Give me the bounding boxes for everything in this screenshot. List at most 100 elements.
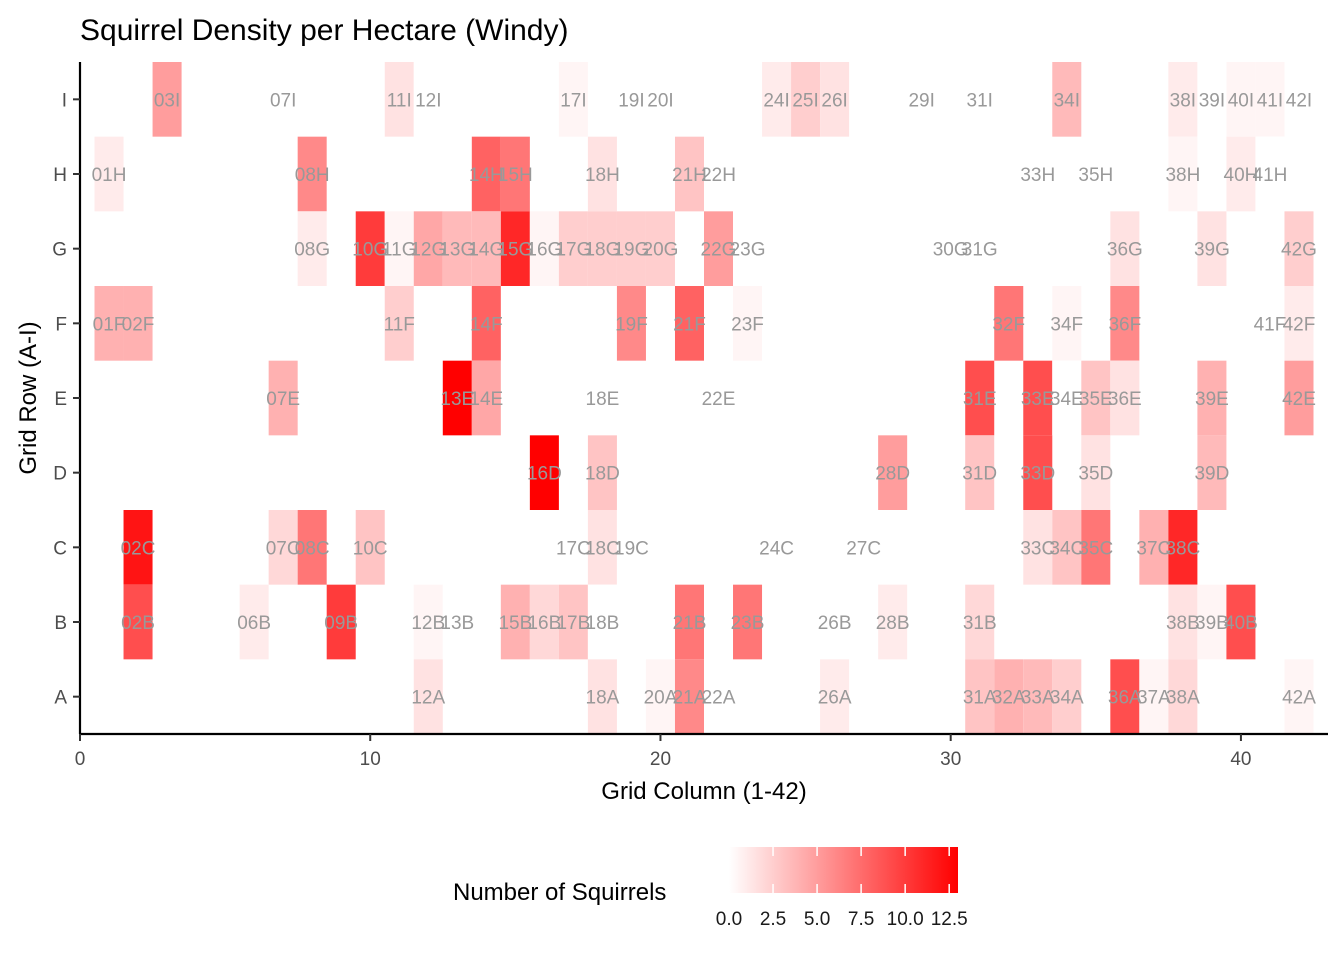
cell-label-33E: 33E (1021, 389, 1055, 410)
heatmap-cell-39I (1197, 62, 1227, 137)
y-tick-label-F: F (55, 314, 67, 335)
heatmap-cell-21B (674, 584, 704, 660)
cell-label-09B: 09B (324, 613, 358, 634)
y-tick-label-G: G (52, 240, 67, 261)
heatmap-cell-18D (587, 435, 617, 510)
heatmap-cell-02B (123, 584, 153, 660)
heatmap-cell-22H (704, 136, 734, 212)
cell-label-19I: 19I (618, 90, 644, 111)
cell-label-15H: 15H (498, 165, 533, 186)
cell-label-10C: 10C (353, 538, 388, 559)
cell-label-21A: 21A (673, 688, 707, 709)
cell-label-06B: 06B (237, 613, 271, 634)
heatmap-cell-11G (384, 211, 414, 286)
cell-label-13E: 13E (440, 389, 474, 410)
cell-label-40H: 40H (1224, 165, 1259, 186)
legend-tick-label: 0.0 (716, 909, 742, 930)
cell-label-31G: 31G (962, 240, 998, 261)
cell-label-19C: 19C (614, 538, 649, 559)
heatmap-cell-09B (326, 584, 356, 660)
y-tick-label-D: D (53, 464, 67, 485)
heatmap-cell-07I (268, 62, 298, 137)
heatmap-cell-12A (413, 659, 443, 734)
y-tick-label-C: C (53, 538, 67, 559)
cell-label-17G: 17G (555, 240, 591, 261)
heatmap-cell-36F (1110, 286, 1140, 361)
heatmap-cell-17B (558, 584, 588, 660)
heatmap-cell-17G (558, 211, 588, 286)
cell-label-35D: 35D (1078, 464, 1113, 485)
cell-label-26B: 26B (818, 613, 852, 634)
cell-label-38B: 38B (1166, 613, 1200, 634)
cell-label-41H: 41H (1253, 165, 1288, 186)
heatmap-cell-40B (1226, 584, 1256, 660)
cell-label-02F: 02F (122, 314, 155, 335)
x-axis-title: Grid Column (1-42) (601, 778, 806, 805)
cell-label-35E: 35E (1079, 389, 1113, 410)
cell-label-12G: 12G (410, 240, 446, 261)
cell-label-38A: 38A (1166, 688, 1200, 709)
cell-label-14G: 14G (468, 240, 504, 261)
heatmap-cell-16D (529, 435, 559, 510)
cell-label-18G: 18G (584, 240, 620, 261)
cell-label-36G: 36G (1107, 240, 1143, 261)
heatmap-cell-31A (965, 659, 995, 734)
cell-label-42E: 42E (1282, 389, 1316, 410)
heatmap-cell-33E (1023, 360, 1053, 436)
heatmap-cell-01F (94, 286, 124, 361)
heatmap-cell-36E (1110, 360, 1140, 436)
cell-label-02B: 02B (121, 613, 155, 634)
heatmap-cell-33H (1023, 136, 1053, 212)
cell-label-20A: 20A (644, 688, 678, 709)
heatmap-cell-21F (674, 286, 704, 361)
heatmap-cell-35E (1081, 360, 1111, 436)
heatmap-cell-23G (733, 211, 763, 286)
x-tick-label: 30 (940, 749, 961, 770)
legend-tick-label: 10.0 (887, 909, 924, 930)
heatmap-cell-10C (355, 510, 385, 585)
heatmap-cell-13E (442, 360, 472, 436)
heatmap-cell-39G (1197, 211, 1227, 286)
cell-label-34C: 34C (1049, 538, 1084, 559)
heatmap-cell-38I (1168, 62, 1198, 137)
y-tick-label-B: B (54, 613, 67, 634)
heatmap-cell-42E (1284, 360, 1314, 436)
heatmap-cell-20G (645, 211, 675, 286)
y-tick-label-H: H (53, 165, 67, 186)
cell-label-10G: 10G (352, 240, 388, 261)
heatmap-cell-34I (1052, 62, 1082, 137)
cell-label-07C: 07C (266, 538, 301, 559)
heatmap-cell-21H (674, 136, 704, 212)
heatmap-cell-30G (936, 211, 966, 286)
cell-label-34E: 34E (1050, 389, 1084, 410)
heatmap-cell-07C (268, 510, 298, 585)
heatmap-cell-18A (587, 659, 617, 734)
heatmap-cell-31E (965, 360, 995, 436)
cell-label-29I: 29I (908, 90, 934, 111)
heatmap-cell-06B (239, 584, 269, 660)
heatmap-cell-08H (297, 136, 327, 212)
cell-label-39I: 39I (1199, 90, 1225, 111)
heatmap-cell-14G (471, 211, 501, 286)
cell-label-12B: 12B (411, 613, 445, 634)
cell-label-18H: 18H (585, 165, 620, 186)
cell-label-39B: 39B (1195, 613, 1229, 634)
chart-title: Squirrel Density per Hectare (Windy) (80, 14, 568, 47)
cell-label-07E: 07E (266, 389, 300, 410)
x-tick-label: 20 (650, 749, 671, 770)
heatmap-cell-18E (587, 360, 617, 436)
cell-label-14F: 14F (470, 314, 503, 335)
heatmap-cell-14E (471, 360, 501, 436)
cell-label-07I: 07I (270, 90, 296, 111)
cell-label-19F: 19F (615, 314, 648, 335)
x-axis-ticks: 0 10 20 30 40 (75, 734, 1252, 770)
cell-label-11G: 11G (382, 240, 417, 261)
cell-label-01F: 01F (93, 314, 126, 335)
cell-label-39D: 39D (1194, 464, 1229, 485)
heatmap-cell-31G (965, 211, 995, 286)
heatmap-cell-02C (123, 510, 153, 585)
heatmap-cell-10G (355, 211, 385, 286)
heatmap-cell-17C (558, 510, 588, 585)
cell-label-08C: 08C (295, 538, 330, 559)
